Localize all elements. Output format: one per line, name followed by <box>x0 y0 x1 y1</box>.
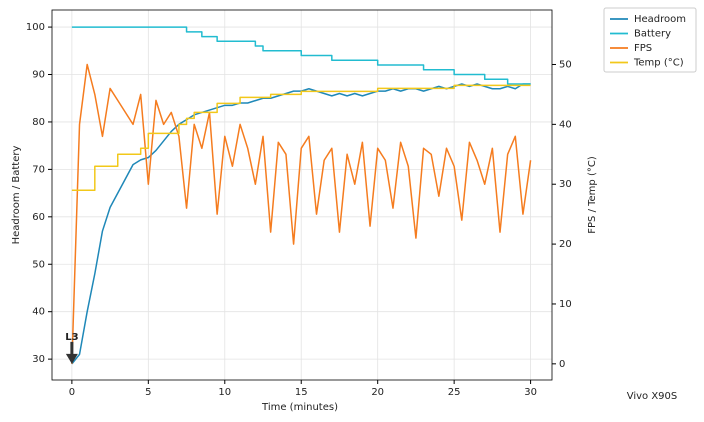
y-tick-label: 70 <box>32 164 45 175</box>
annotation-arrow <box>65 341 78 364</box>
x-tick-label: 20 <box>371 387 384 398</box>
legend-label: Battery <box>634 29 671 40</box>
plot-frame <box>51 9 553 381</box>
x-tick-label: 5 <box>145 387 151 398</box>
y2-tick-label: 10 <box>559 299 572 310</box>
y-tick-label: 90 <box>32 70 45 81</box>
y-tick-label: 40 <box>32 307 45 318</box>
x-tick-label: 30 <box>524 387 537 398</box>
y2-tick-label: 50 <box>559 59 572 70</box>
annotation-label: L3 <box>65 332 78 343</box>
y2-tick-label: 40 <box>559 119 572 130</box>
legend-label: Headroom <box>634 14 686 25</box>
series-line <box>71 84 531 191</box>
series-line <box>71 63 532 364</box>
y-tick-label: 100 <box>26 22 45 33</box>
y2-tick-label: 20 <box>559 239 572 250</box>
legend-box <box>603 7 697 73</box>
y-axis-label: Headroom / Battery <box>11 146 22 245</box>
y-tick-label: 50 <box>32 259 45 270</box>
legend-label: Temp (°C) <box>633 58 684 69</box>
y2-tick-label: 0 <box>559 359 565 370</box>
y2-tick-label: 30 <box>559 179 572 190</box>
y-tick-label: 60 <box>32 212 45 223</box>
y-tick-label: 80 <box>32 117 45 128</box>
y-tick-label: 30 <box>32 354 45 365</box>
x-tick-label: 0 <box>69 387 75 398</box>
device-label: Vivo X90S <box>627 391 678 402</box>
series-line <box>71 26 531 85</box>
x-tick-label: 25 <box>448 387 461 398</box>
x-tick-label: 10 <box>218 387 231 398</box>
y2-axis-label: FPS / Temp (°C) <box>587 156 598 234</box>
legend-label: FPS <box>634 43 652 54</box>
x-axis-label: Time (minutes) <box>261 402 338 413</box>
x-tick-label: 15 <box>295 387 308 398</box>
